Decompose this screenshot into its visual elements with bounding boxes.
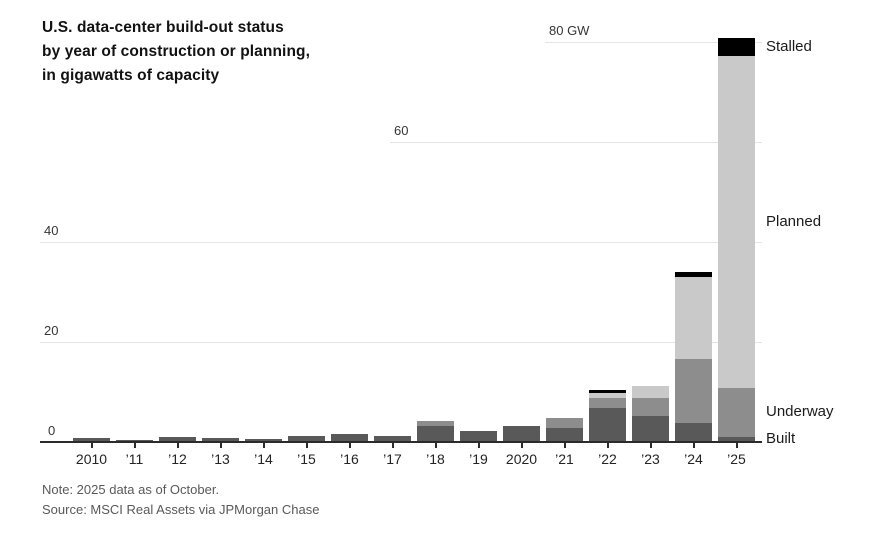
bar-25-segment-stalled (718, 38, 755, 56)
gridline-80 (545, 42, 762, 43)
axis-tick (133, 443, 136, 448)
x-axis-line (40, 441, 762, 443)
bar-22-segment-stalled (589, 389, 626, 393)
legend-label-stalled: Stalled (766, 37, 812, 55)
x-tick-label: ’22 (598, 451, 617, 467)
bar-2010-segment-built (73, 437, 110, 442)
bar-13-segment-built (202, 438, 239, 442)
axis-tick (434, 443, 437, 448)
bar-22-segment-planned (589, 392, 626, 398)
x-tick-label: ’12 (168, 451, 187, 467)
note-text: Note: 2025 data as of October. (42, 482, 220, 497)
chart-title-line-2: by year of construction or planning, (42, 43, 310, 60)
bar-22-segment-built (589, 408, 626, 442)
axis-tick (520, 443, 523, 448)
bar-25-segment-underway (718, 388, 755, 437)
bar-18-segment-underway (417, 421, 454, 426)
bar-11-segment-built (116, 439, 153, 442)
chart-title: U.S. data-center build-out status by yea… (42, 16, 310, 88)
x-tick-label: ’17 (383, 451, 402, 467)
legend-label-built: Built (766, 430, 796, 448)
x-tick-label: 2010 (75, 451, 108, 467)
legend-label-underway: Underway (766, 403, 834, 421)
bar-21-segment-built (546, 427, 583, 442)
bar-18-segment-built (417, 426, 454, 442)
bar-25-segment-planned (718, 55, 755, 388)
x-tick-label: 2020 (505, 451, 538, 467)
axis-tick (735, 443, 738, 448)
bar-23-segment-planned (632, 386, 669, 398)
axis-tick (176, 443, 179, 448)
footnote: Note: 2025 data as of October. Source: M… (42, 480, 319, 520)
axis-tick (262, 443, 265, 448)
x-tick-label: ’23 (641, 451, 660, 467)
x-tick-label: ’15 (297, 451, 316, 467)
x-tick-label: ’11 (125, 451, 144, 467)
axis-tick (692, 443, 695, 448)
bar-2020-segment-built (503, 426, 540, 442)
axis-tick (606, 443, 609, 448)
bar-16-segment-built (331, 433, 368, 442)
chart-title-line-3: in gigawatts of capacity (42, 67, 220, 84)
y-tick-label-40: 40 (44, 223, 59, 238)
axis-tick (391, 443, 394, 448)
y-tick-label-80: 80 GW (549, 23, 590, 38)
bar-23-segment-underway (632, 397, 669, 416)
source-text: Source: MSCI Real Assets via JPMorgan Ch… (42, 502, 320, 517)
y-tick-label-0: 0 (48, 423, 56, 438)
x-tick-label: ’13 (211, 451, 230, 467)
axis-tick (563, 443, 566, 448)
x-tick-label: ’25 (727, 451, 746, 467)
x-tick-label: ’21 (555, 451, 574, 467)
axis-tick (649, 443, 652, 448)
bar-14-segment-built (245, 438, 282, 442)
bar-23-segment-built (632, 416, 669, 442)
bar-24-segment-underway (675, 359, 712, 423)
axis-tick (477, 443, 480, 448)
gridline-60 (390, 142, 762, 143)
bar-15-segment-built (288, 436, 325, 442)
axis-tick (348, 443, 351, 448)
bar-24-segment-stalled (675, 272, 712, 277)
gridline-40 (40, 242, 762, 243)
y-tick-label-60: 60 (394, 123, 409, 138)
bar-17-segment-built (374, 435, 411, 442)
x-tick-label: ’24 (684, 451, 703, 467)
axis-tick (219, 443, 222, 448)
bar-22-segment-underway (589, 397, 626, 408)
x-tick-label: ’18 (426, 451, 445, 467)
gridline-20 (40, 342, 762, 343)
axis-tick (305, 443, 308, 448)
x-tick-label: ’16 (340, 451, 359, 467)
chart-title-line-1: U.S. data-center build-out status (42, 19, 284, 36)
x-tick-label: ’14 (254, 451, 273, 467)
y-tick-label-20: 20 (44, 323, 59, 338)
axis-tick (90, 443, 93, 448)
legend-label-planned: Planned (766, 212, 822, 230)
bar-24-segment-planned (675, 276, 712, 359)
bar-21-segment-underway (546, 418, 583, 428)
bar-24-segment-built (675, 422, 712, 442)
bar-19-segment-built (460, 430, 497, 442)
bar-25-segment-built (718, 436, 755, 442)
x-tick-label: ’19 (469, 451, 488, 467)
bar-12-segment-built (159, 436, 196, 442)
